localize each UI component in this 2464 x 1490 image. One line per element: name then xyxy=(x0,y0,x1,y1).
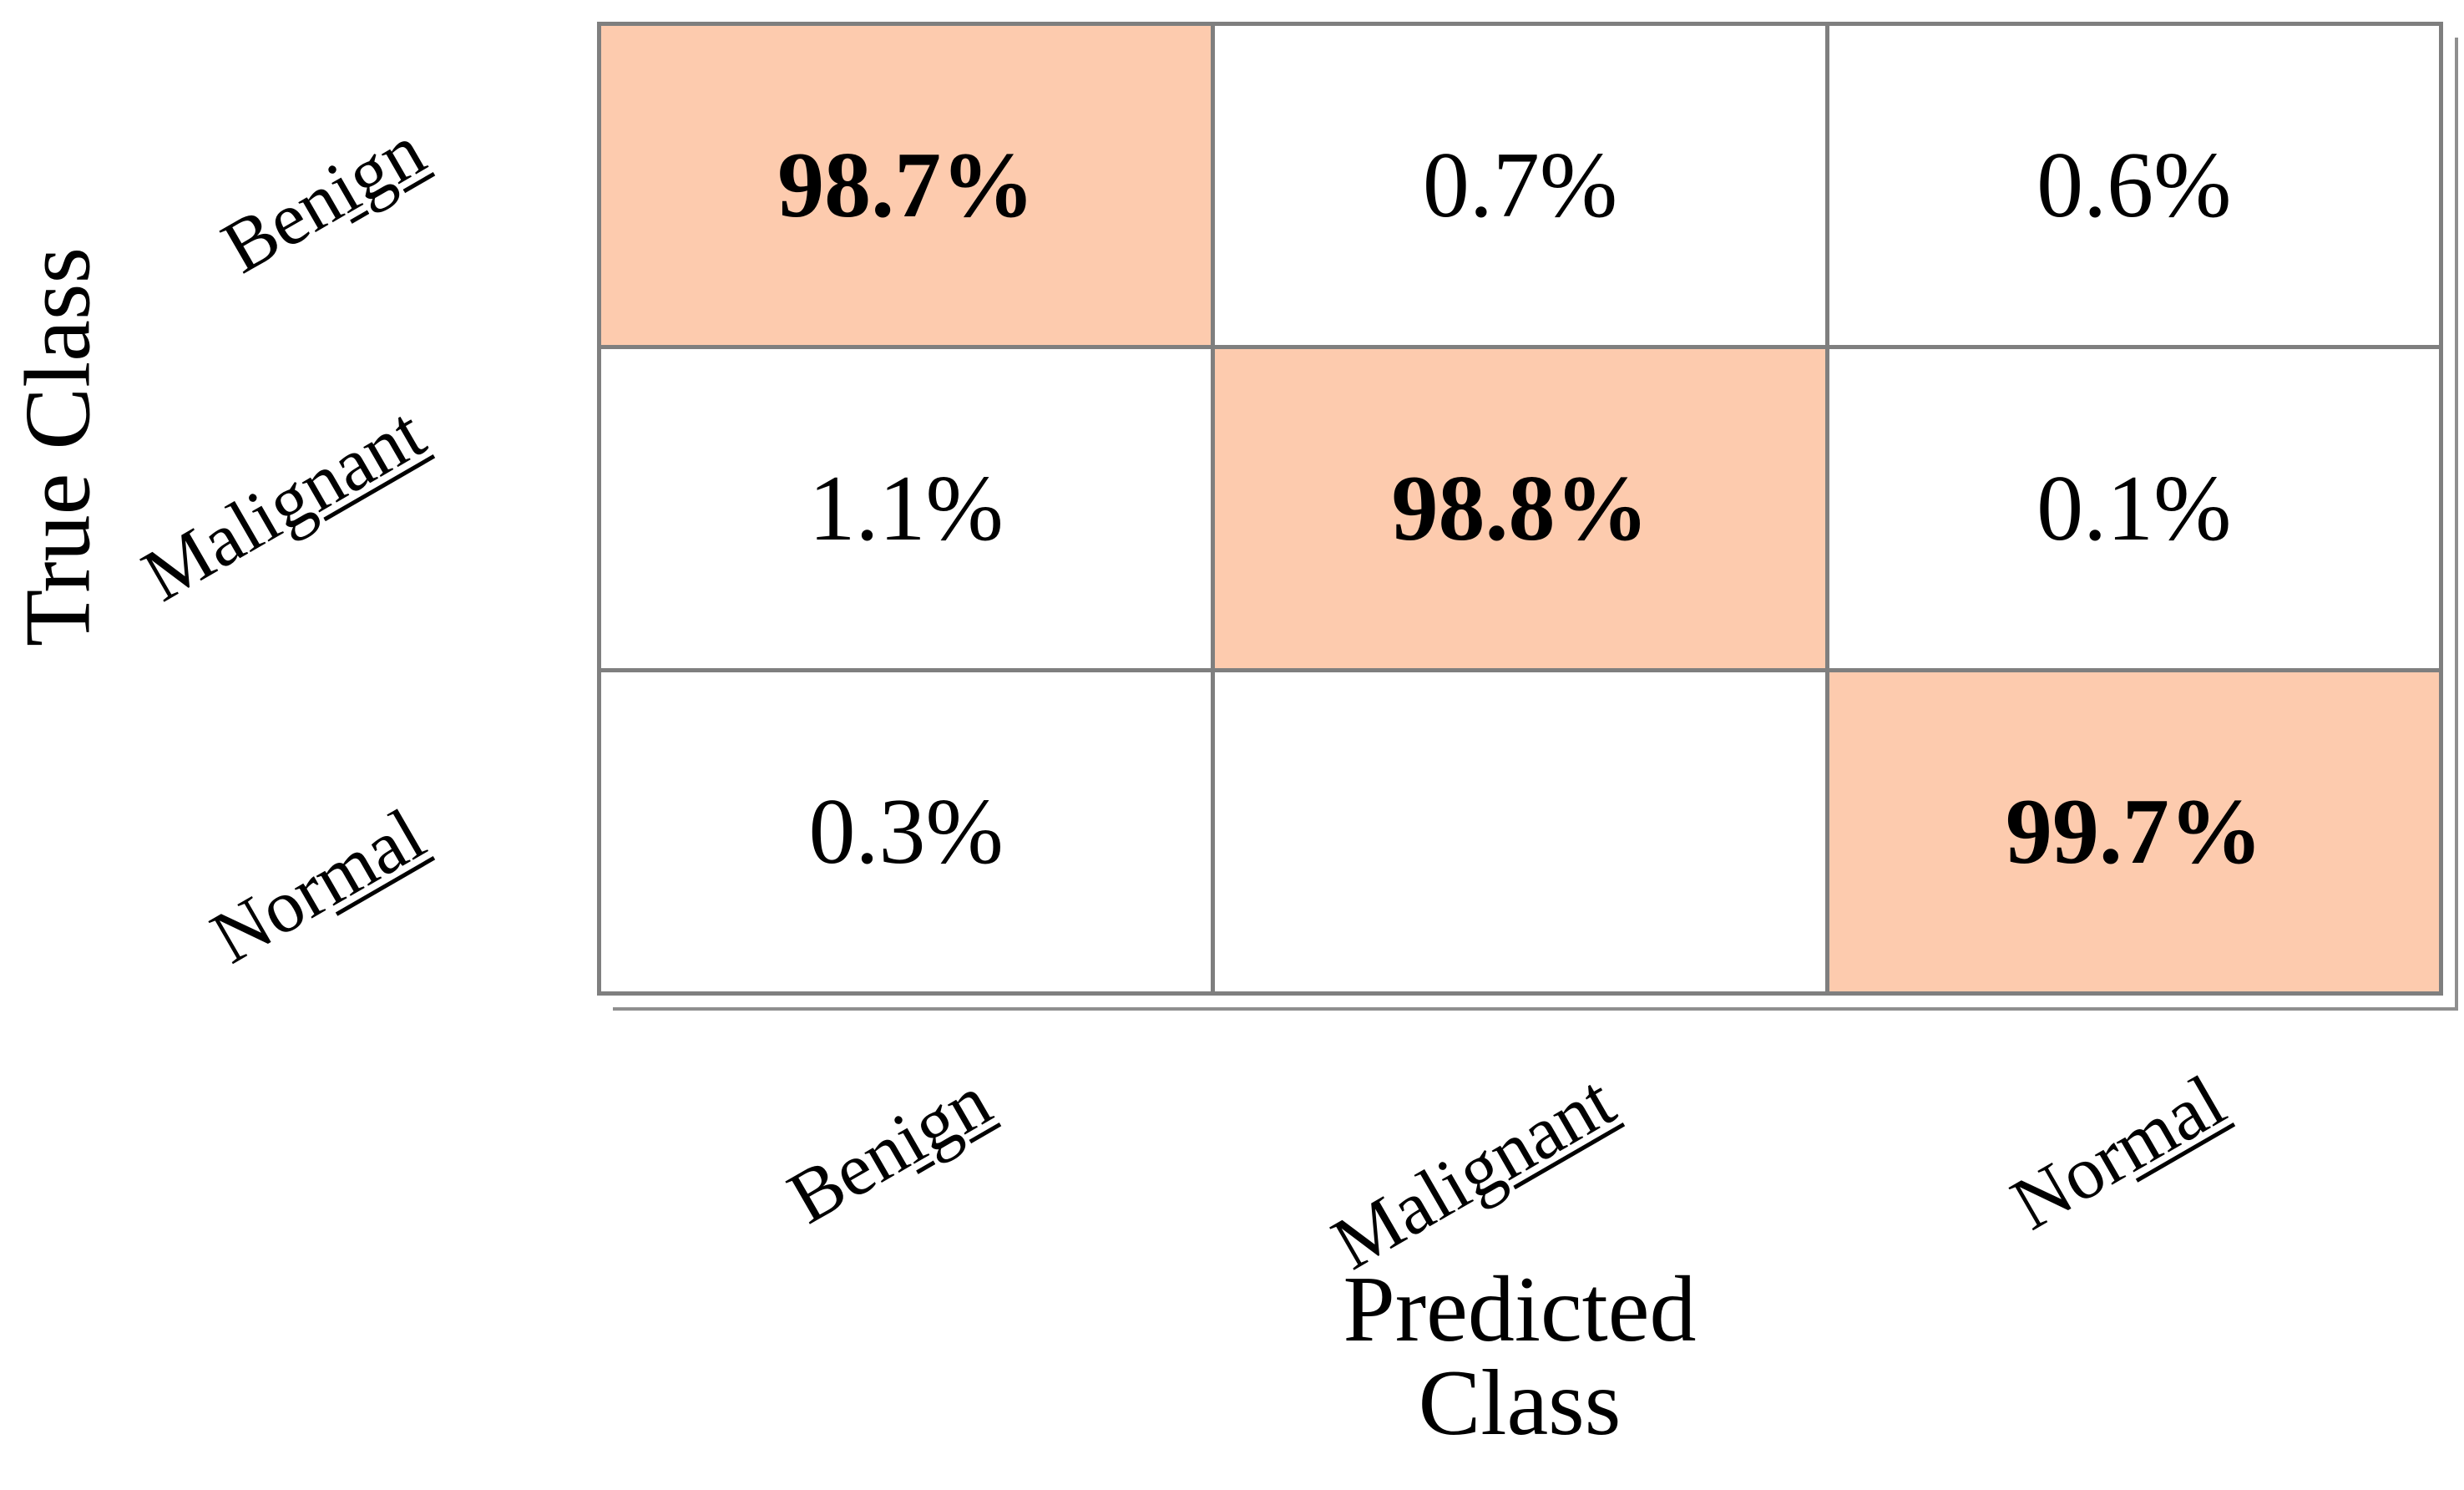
y-tick-benign: Benign xyxy=(209,109,438,290)
y-tick-malignant: Malignant xyxy=(129,391,438,618)
cell-malignant-benign: 1.1% xyxy=(601,349,1212,668)
cell-benign-malignant: 0.7% xyxy=(1215,26,1825,345)
cell-normal-malignant xyxy=(1215,672,1825,991)
cell-normal-normal: 99.7% xyxy=(1829,672,2439,991)
cell-benign-benign: 98.7% xyxy=(601,26,1212,345)
y-tick-normal: Normal xyxy=(198,793,438,980)
y-axis-title: True Class xyxy=(6,246,110,647)
cell-normal-benign: 0.3% xyxy=(601,672,1212,991)
x-tick-benign: Benign xyxy=(775,1059,1004,1240)
cell-benign-normal: 0.6% xyxy=(1829,26,2439,345)
cell-malignant-normal: 0.1% xyxy=(1829,349,2439,668)
cell-malignant-malignant: 98.8% xyxy=(1215,349,1825,668)
x-axis-title-line2: Class xyxy=(1418,1351,1622,1455)
x-tick-malignant: Malignant xyxy=(1318,1059,1628,1286)
x-tick-normal: Normal xyxy=(1998,1059,2239,1246)
matrix-grid: 98.7% 0.7% 0.6% 1.1% 98.8% 0.1% 0.3% 99.… xyxy=(597,22,2458,1011)
x-axis-title-line1: Predicted xyxy=(1343,1258,1697,1361)
x-axis-title: Predicted Class xyxy=(1343,1263,1697,1450)
